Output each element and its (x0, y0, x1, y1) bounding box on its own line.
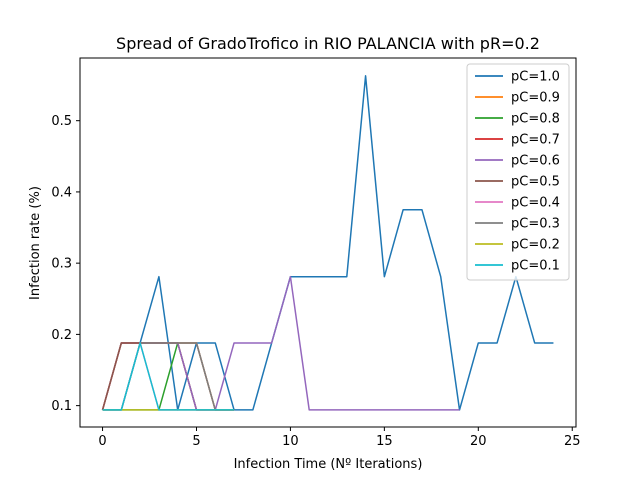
legend-label: pC=0.5 (511, 175, 560, 190)
legend: pC=1.0 pC=0.9 pC=0.8 pC=0.7 pC=0.6 pC=0.5 pC=0… (466, 63, 570, 281)
x-tick-label: 20 (470, 434, 487, 449)
x-tick-label: 10 (282, 434, 299, 449)
legend-label: pC=0.7 (511, 133, 560, 148)
x-axis-title: Infection Time (Nº Iterations) (234, 457, 423, 472)
legend-label: pC=0.2 (511, 238, 560, 253)
x-tick-label: 15 (376, 434, 393, 449)
y-tick-label: 0.2 (51, 328, 72, 343)
legend-label: pC=0.9 (511, 91, 560, 106)
plot-lines (101, 75, 554, 411)
axes: 0 5 10 15 20 25 0.1 0.2 0.3 0.4 0.5 (51, 57, 581, 449)
y-tick-label: 0.1 (51, 399, 72, 414)
legend-label: pC=0.1 (511, 259, 560, 274)
legend-label: pC=0.6 (511, 154, 560, 169)
legend-label: pC=0.8 (511, 112, 560, 127)
legend-label: pC=1.0 (511, 70, 560, 85)
y-tick-label: 0.5 (51, 114, 72, 129)
y-tick-label: 0.4 (51, 185, 72, 200)
x-tick-label: 5 (192, 434, 200, 449)
x-tick-label: 25 (564, 434, 581, 449)
y-axis-title: Infection rate (%) (28, 186, 43, 300)
plot-frame (79, 57, 577, 428)
x-tick-label: 0 (98, 434, 106, 449)
legend-label: pC=0.3 (511, 217, 560, 232)
chart-title: Spread of GradoTrofico in RIO PALANCIA w… (116, 34, 540, 53)
series-line-10 (102, 342, 235, 411)
legend-label: pC=0.4 (511, 196, 560, 211)
y-tick-label: 0.3 (51, 257, 72, 272)
